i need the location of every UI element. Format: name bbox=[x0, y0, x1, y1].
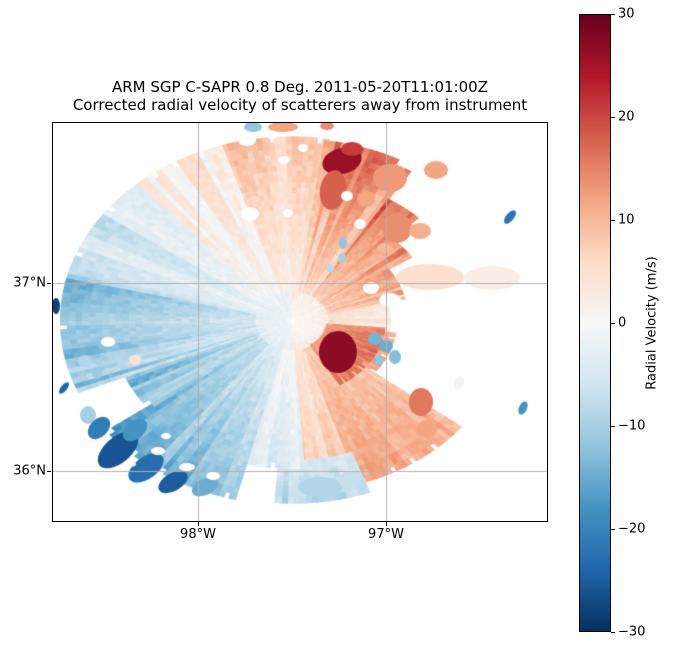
colorbar-tick-mark bbox=[611, 632, 615, 633]
chart-title-line1: ARM SGP C-SAPR 0.8 Deg. 2011-05-20T11:01… bbox=[112, 78, 488, 96]
colorbar-tick-mark bbox=[611, 426, 615, 427]
colorbar-tick-mark bbox=[611, 117, 615, 118]
colorbar-tick-label: 0 bbox=[618, 315, 627, 331]
colorbar-tick-mark bbox=[611, 220, 615, 221]
x-tick-mark bbox=[198, 522, 199, 526]
x-tick-mark bbox=[386, 522, 387, 526]
colorbar-tick-label: −20 bbox=[618, 521, 646, 537]
y-tick-mark bbox=[47, 283, 51, 284]
colorbar-tick-label: 20 bbox=[618, 109, 635, 125]
y-tick-label: 36°N bbox=[13, 463, 46, 479]
chart-title: ARM SGP C-SAPR 0.8 Deg. 2011-05-20T11:01… bbox=[52, 78, 548, 114]
chart-title-line2: Corrected radial velocity of scatterers … bbox=[72, 95, 528, 114]
plot-frame bbox=[52, 122, 548, 522]
x-tick-label: 98°W bbox=[180, 527, 216, 542]
radar-ppi-canvas bbox=[53, 123, 547, 521]
y-tick-label: 37°N bbox=[13, 275, 46, 291]
colorbar-tick-label: 30 bbox=[618, 6, 635, 22]
colorbar-axis-label: Radial Velocity (m/s) bbox=[644, 256, 660, 390]
colorbar-tick-mark bbox=[611, 14, 615, 15]
colorbar-tick-label: −30 bbox=[618, 624, 646, 640]
y-tick-mark bbox=[47, 471, 51, 472]
colorbar-gradient bbox=[580, 15, 610, 631]
colorbar-tick-label: 10 bbox=[618, 212, 635, 228]
colorbar-tick-mark bbox=[611, 323, 615, 324]
x-tick-label: 97°W bbox=[368, 527, 404, 542]
colorbar-tick-mark bbox=[611, 529, 615, 530]
colorbar-tick-label: −10 bbox=[618, 418, 646, 434]
colorbar bbox=[579, 14, 611, 632]
